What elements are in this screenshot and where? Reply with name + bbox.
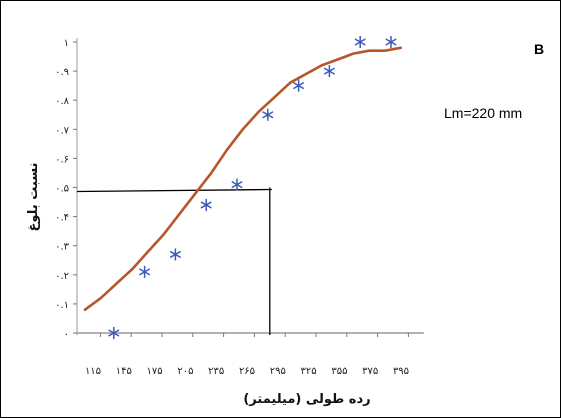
- data-point: [385, 36, 397, 48]
- x-tick-label: ۳۹۵: [393, 366, 409, 377]
- data-point-stroke: [200, 201, 212, 209]
- data-point-stroke: [169, 250, 181, 259]
- fitted-curve-group: [83, 46, 402, 311]
- y-tick-label: ۱: [64, 38, 69, 49]
- x-tick-label: ۱۱۵: [85, 366, 101, 377]
- x-tick-label: ۲۹۵: [270, 366, 286, 377]
- y-tick-label: ۰: [64, 329, 69, 340]
- x-tick-label: ۱۷۵: [147, 366, 163, 377]
- data-point-stroke: [385, 38, 397, 46]
- data-point: [108, 327, 120, 339]
- fitted-curve: [83, 46, 402, 311]
- data-point: [169, 248, 181, 261]
- data-points: [108, 36, 397, 339]
- data-point: [323, 65, 335, 78]
- x-tick-label: ۳۷۵: [362, 366, 378, 377]
- lm-horizontal-line: [76, 188, 272, 193]
- x-tick-label: ۳۵۵: [331, 366, 347, 377]
- data-point: [139, 265, 151, 278]
- curve-label-b: B: [534, 41, 544, 57]
- x-tick-label: ۱۴۵: [116, 366, 132, 377]
- data-point-stroke: [139, 268, 151, 276]
- data-point: [293, 79, 305, 92]
- data-point: [200, 198, 212, 211]
- y-tick-label: ۰.۸: [55, 96, 70, 107]
- data-point-stroke: [231, 180, 243, 189]
- x-tick-label: ۲۶۵: [239, 366, 255, 377]
- y-tick-label: ۰.۲: [55, 271, 69, 282]
- x-tick-label: ۲۰۵: [177, 366, 193, 377]
- axes: [76, 38, 424, 335]
- y-tick-label: ۰.۶: [55, 154, 69, 165]
- data-point: [231, 178, 243, 191]
- ticks: ۱۱۵ ۱۴۵ ۱۷۵ ۲۰۵ ۲۳۵ ۲۶۵ ۲۹۵ ۳۲۵ ۳۵۵ ۳۷۵ ۳۹۵ ۰ ۰.۱ ۰.۲…: [55, 38, 409, 377]
- data-point-stroke: [323, 67, 335, 75]
- y-tick-label: ۰.۵: [55, 184, 69, 195]
- x-tick-label: ۳۲۵: [301, 366, 317, 377]
- x-tick-label: ۲۳۵: [208, 366, 224, 377]
- y-tick-label: ۰.۷: [55, 125, 70, 136]
- y-tick-label: ۰.۹: [55, 67, 69, 78]
- reference-lines: [76, 187, 272, 335]
- y-tick-label: ۰.۱: [55, 300, 69, 311]
- data-point: [262, 108, 274, 121]
- chart-text: B Lm=220 mm رده طولی (میلیمتر) نسبت بلوغ: [26, 41, 544, 407]
- data-point-stroke: [262, 111, 274, 119]
- data-point: [354, 36, 366, 48]
- y-tick-label: ۰.۴: [55, 213, 69, 224]
- y-axis-title: نسبت بلوغ: [26, 163, 41, 232]
- x-axis-title: رده طولی (میلیمتر): [243, 392, 370, 407]
- data-point-stroke: [354, 38, 366, 46]
- y-tick-label: ۰.۳: [55, 242, 70, 253]
- data-point-stroke: [108, 329, 120, 337]
- lm-annotation: Lm=220 mm: [444, 105, 522, 121]
- data-point-stroke: [293, 81, 305, 90]
